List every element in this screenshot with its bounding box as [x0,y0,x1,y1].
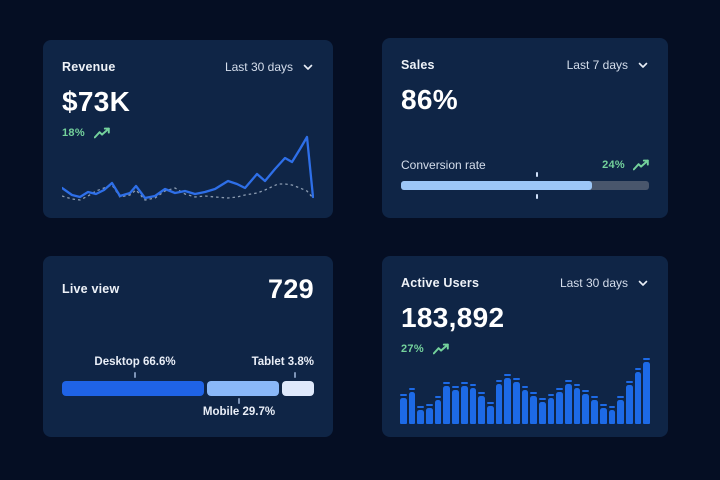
active-users-range-label: Last 30 days [559,276,628,290]
bar-column [547,393,555,424]
chevron-down-icon [638,280,648,286]
live-view-title: Live view [62,282,120,296]
bar-column [478,391,485,424]
bar-column [573,383,581,424]
segment-desktop [62,381,205,396]
bar-column [565,379,572,424]
bar-column [452,385,459,424]
bar-column [417,405,425,424]
sales-title: Sales [401,58,435,72]
active-users-value: 183,892 [401,302,505,333]
tablet-share-label: Tablet 3.8% [251,356,314,368]
active-users-bar-chart [400,356,650,424]
segment-mobile [207,381,279,396]
bar-column [486,401,494,424]
active-users-card: Active Users Last 30 days 183,892 27% [382,256,668,437]
revenue-card: Revenue Last 30 days $73K 18% [43,40,333,218]
bar-column [443,381,451,424]
bar-column [460,381,468,424]
revenue-title: Revenue [62,60,116,74]
bar-column [556,387,564,424]
bar-column [582,389,590,424]
sales-range-dropdown[interactable]: Last 7 days [567,58,649,72]
bar-column [495,379,503,424]
sales-card: Sales Last 7 days 86% Conversion rate 24… [382,38,668,218]
bar-column [408,387,416,424]
active-users-title: Active Users [401,276,480,290]
stacked-device-bar [62,381,314,396]
progress-marker-bottom [536,194,539,199]
live-view-card: Live view 729 Desktop 66.6% Tablet 3.8% … [43,256,333,437]
bar-column [434,395,442,424]
bar-column [539,397,546,424]
bar-column [469,383,477,424]
tablet-callout-tick [294,372,296,378]
bar-column [591,395,598,424]
trending-up-icon [633,159,649,171]
conversion-rate-label: Conversion rate [401,158,486,172]
revenue-line-current [62,135,314,200]
bar-column [512,377,520,424]
revenue-line-previous [62,183,314,201]
bar-column [625,380,633,424]
sales-range-label: Last 7 days [566,58,628,72]
bar-column [504,373,511,424]
chevron-down-icon [303,64,313,70]
sales-delta: 24% [602,159,625,171]
revenue-line-chart [62,133,314,203]
bar-column [643,357,650,424]
bar-column [599,403,607,424]
progress-fill [401,181,592,190]
bar-column [426,403,433,424]
segment-tablet [281,381,314,396]
bar-column [521,385,529,424]
bar-column [617,395,624,424]
revenue-delta: 18% [62,127,85,139]
bar-column [608,405,616,424]
bar-column [530,391,537,424]
device-breakdown-chart: Desktop 66.6% Tablet 3.8% Mobile 29.7% [62,356,314,420]
mobile-share-label: Mobile 29.7% [202,406,276,418]
trending-up-icon [432,343,449,355]
revenue-range-label: Last 30 days [224,60,293,74]
mobile-callout-tick [238,398,240,404]
active-users-range-dropdown[interactable]: Last 30 days [560,276,649,290]
progress-marker-top [536,172,539,177]
desktop-share-label: Desktop 66.6% [94,356,176,368]
conversion-progress-bar [401,172,649,199]
chevron-down-icon [638,62,648,68]
bar-column [634,367,642,424]
live-view-value: 729 [268,274,314,304]
revenue-range-dropdown[interactable]: Last 30 days [225,60,314,74]
trending-up-icon [93,127,110,139]
desktop-callout-tick [134,372,136,378]
active-users-delta: 27% [401,343,424,355]
revenue-value: $73K [62,86,131,117]
bar-column [400,393,407,424]
sales-value: 86% [401,84,458,115]
